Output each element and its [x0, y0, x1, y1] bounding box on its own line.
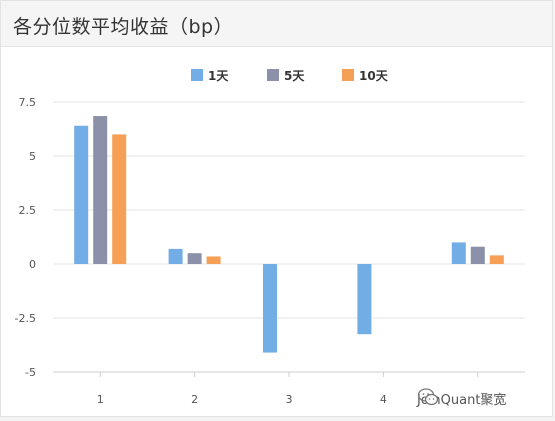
chart-title: 各分位数平均收益（bp） — [13, 16, 234, 38]
legend-swatch — [267, 69, 279, 81]
legend-swatch — [191, 69, 203, 81]
bar — [93, 116, 108, 264]
watermark: JoinQuant聚宽 — [417, 387, 506, 409]
y-tick-label: 0 — [29, 258, 36, 271]
bar — [74, 125, 89, 264]
y-tick-label: 2.5 — [19, 204, 37, 217]
bar — [112, 134, 127, 264]
legend-label: 5天 — [284, 69, 305, 83]
x-tick-label: 3 — [286, 393, 293, 406]
bar — [451, 242, 466, 264]
x-tick-label: 2 — [191, 393, 198, 406]
legend-label: 10天 — [359, 69, 389, 83]
y-tick-label: -5 — [25, 366, 36, 379]
x-tick-label: 1 — [97, 393, 104, 406]
legend-swatch — [342, 69, 354, 81]
y-tick-label: 5 — [29, 150, 36, 163]
legend-label: 1天 — [208, 69, 229, 83]
y-tick-label: 7.5 — [19, 96, 37, 109]
bar — [489, 255, 504, 264]
bar — [187, 253, 202, 264]
bar — [263, 264, 277, 353]
wechat-icon — [417, 388, 439, 406]
x-tick-label: 4 — [380, 393, 387, 406]
watermark-text: JoinQuant聚宽 — [417, 392, 507, 408]
y-tick-label: -2.5 — [15, 312, 36, 325]
card-header: 各分位数平均收益（bp） — [1, 1, 552, 47]
bar — [206, 256, 221, 264]
bar — [357, 264, 372, 335]
bar — [168, 248, 183, 264]
bar — [470, 246, 485, 264]
